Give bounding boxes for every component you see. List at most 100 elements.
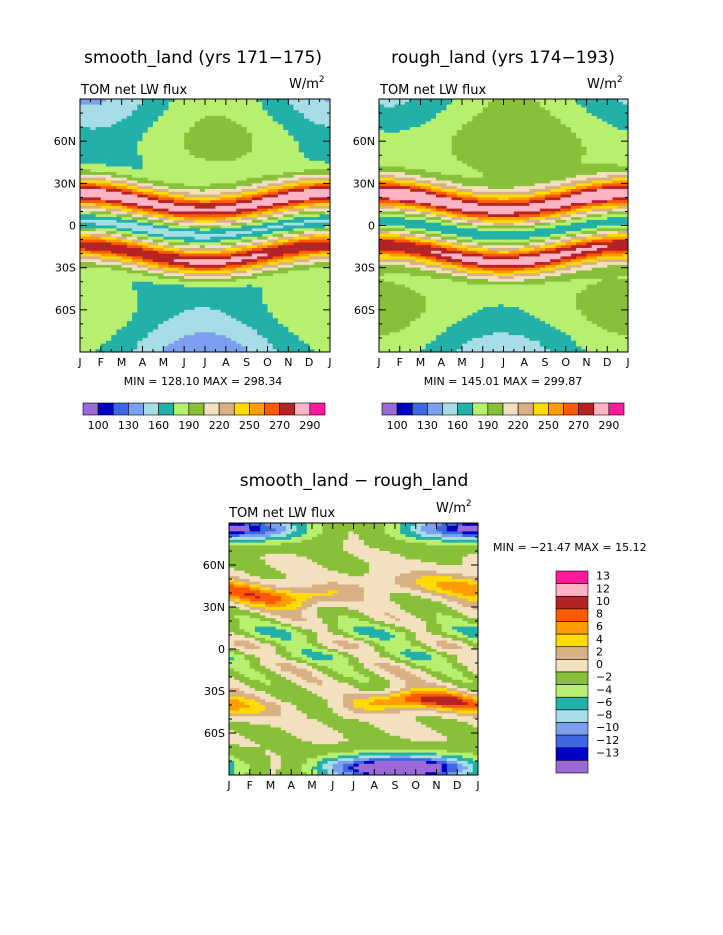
contour-cell (80, 233, 86, 238)
contour-cell (283, 163, 289, 167)
contour-cell (116, 332, 123, 336)
contour-cell (262, 309, 268, 314)
contour-cell (173, 183, 180, 187)
contour-cell (272, 312, 279, 316)
contour-cell (309, 186, 315, 190)
contour-cell (111, 301, 117, 305)
contour-cell (132, 197, 138, 201)
contour-cell (225, 340, 232, 344)
contour-cell (267, 214, 274, 218)
contour-cell (85, 233, 91, 238)
contour-cell (225, 326, 232, 330)
contour-cell (314, 208, 320, 212)
contour-cell (231, 203, 237, 207)
contour-cell (283, 169, 289, 173)
contour-cell (85, 166, 91, 170)
contour-cell (314, 169, 320, 173)
contour-cell (487, 124, 494, 128)
contour-cell (602, 110, 608, 114)
contour-cell (90, 146, 97, 150)
contour-cell (246, 298, 253, 302)
contour-cell (257, 138, 263, 142)
contour-cell (231, 169, 237, 173)
contour-cell (215, 309, 222, 314)
contour-cell (132, 315, 138, 319)
contour-cell (100, 323, 107, 328)
contour-cell (85, 132, 91, 136)
contour-cell (262, 290, 268, 294)
contour-cell (178, 107, 185, 111)
contour-cell (283, 99, 289, 103)
contour-cell (137, 340, 143, 344)
contour-cell (220, 329, 227, 333)
contour-cell (257, 332, 263, 336)
contour-cell (288, 292, 294, 297)
contour-cell (225, 349, 232, 353)
contour-cell (121, 135, 128, 139)
contour-cell (142, 166, 149, 170)
contour-cell (184, 236, 190, 240)
contour-cell (220, 180, 227, 184)
contour-cell (199, 276, 206, 280)
contour-cell (189, 340, 195, 344)
contour-cell (158, 211, 164, 215)
contour-cell (116, 188, 123, 193)
contour-cell (142, 104, 149, 108)
contour-cell (168, 315, 175, 319)
contour-cell (570, 118, 577, 122)
contour-cell (116, 233, 123, 238)
contour-cell (309, 253, 315, 257)
contour-cell (126, 132, 133, 136)
contour-cell (100, 217, 107, 221)
contour-cell (95, 337, 102, 342)
contour-cell (173, 203, 180, 207)
contour-cell (132, 121, 138, 125)
contour-cell (257, 298, 263, 302)
contour-cell (277, 174, 284, 179)
contour-cell (116, 146, 123, 150)
contour-cell (246, 152, 253, 156)
contour-cell (231, 337, 237, 342)
contour-cell (95, 183, 102, 187)
contour-cell (267, 155, 274, 159)
contour-cell (116, 318, 123, 322)
contour-cell (205, 329, 211, 333)
contour-cell (126, 104, 133, 108)
contour-cell (126, 203, 133, 207)
contour-cell (100, 346, 107, 350)
contour-cell (236, 104, 242, 108)
contour-cell (508, 104, 515, 108)
contour-cell (246, 110, 253, 114)
contour-cell (225, 211, 232, 215)
contour-cell (283, 343, 289, 347)
contour-cell (158, 321, 164, 325)
colorbar-swatch (203, 402, 220, 416)
contour-cell (303, 231, 310, 235)
contour-cell (137, 180, 143, 184)
contour-cell (508, 107, 515, 111)
contour-cell (324, 158, 331, 162)
contour-cell (288, 166, 294, 170)
contour-cell (199, 242, 206, 246)
contour-cell (225, 287, 232, 291)
contour-cell (545, 110, 551, 114)
contour-cell (220, 231, 227, 235)
contour-cell (205, 346, 211, 350)
contour-cell (220, 335, 227, 339)
contour-cell (137, 262, 143, 266)
contour-cell (163, 113, 169, 117)
contour-cell (205, 332, 211, 336)
contour-cell (498, 118, 504, 122)
contour-cell (288, 99, 294, 103)
contour-cell (293, 110, 300, 114)
contour-cell (158, 101, 164, 106)
contour-cell (309, 180, 315, 184)
contour-cell (85, 267, 91, 271)
contour-cell (210, 278, 216, 283)
contour-cell (257, 203, 263, 207)
contour-cell (80, 292, 86, 297)
contour-cell (95, 318, 102, 322)
contour-cell (309, 115, 315, 120)
contour-cell (137, 309, 143, 314)
contour-cell (173, 124, 180, 128)
